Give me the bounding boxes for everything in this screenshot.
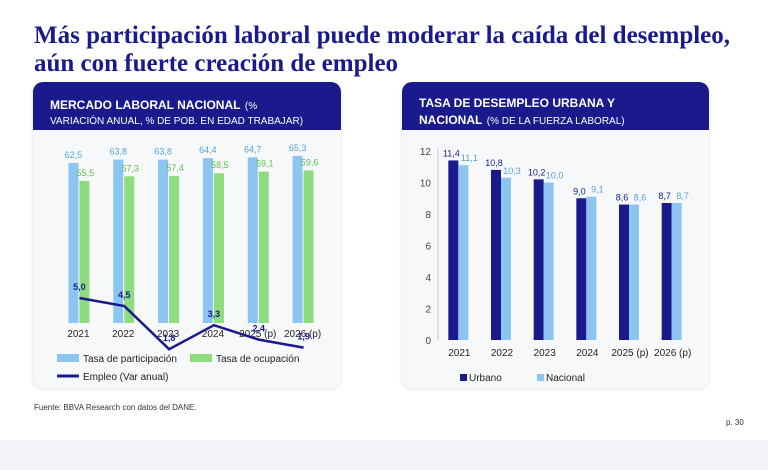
labor-market-card: MERCADO LABORAL NACIONAL (% VARIACIÓN AN… — [33, 82, 341, 388]
y-tick-label: 10 — [420, 179, 432, 190]
participation-label: 64,7 — [244, 144, 262, 154]
unemployment-heading-sub: (% DE LA FUERZA LABORAL) — [486, 116, 625, 127]
labor-market-chart: 62,5 55,5 2021 63,8 57,3 2022 63,8 57,4 2023 64,4… — [57, 143, 321, 383]
occupation-bar — [79, 180, 90, 323]
unemployment-card: TASA DE DESEMPLEO URBANA Y NACIONAL (% D… — [402, 82, 709, 388]
y-tick-label: 6 — [425, 242, 431, 253]
national-label: 10,3 — [503, 166, 521, 176]
category-label: 2022 — [491, 348, 514, 359]
labor-market-heading-sub: (% — [244, 101, 258, 112]
category-label: 2024 — [576, 348, 599, 359]
category-label: 2025 (p) — [239, 329, 276, 340]
employment-line — [79, 296, 304, 351]
national-bar — [586, 196, 597, 340]
category-label: 2026 (p) — [654, 348, 691, 359]
urban-label: 9,0 — [573, 186, 586, 196]
y-tick-label: 12 — [420, 147, 432, 158]
category-label: 2021 — [448, 348, 471, 359]
employment-label: 5,0 — [73, 282, 86, 292]
urban-label: 10,2 — [528, 167, 546, 177]
source-note: Fuente: BBVA Research con datos del DANE… — [34, 403, 197, 412]
urban-bar — [661, 202, 672, 340]
urban-bar — [491, 169, 501, 340]
category-label: 2025 (p) — [611, 348, 648, 359]
y-tick-label: 4 — [425, 273, 431, 284]
y-tick-label: 0 — [425, 336, 431, 347]
occupation-label: 57,4 — [166, 163, 184, 173]
occupation-bar — [303, 170, 314, 323]
urban-bar — [448, 160, 459, 340]
unemployment-heading-line1: TASA DE DESEMPLEO URBANA Y — [419, 96, 616, 110]
legend-occupation-swatch — [190, 354, 212, 362]
legend-participation-swatch — [57, 354, 79, 362]
national-bar — [458, 165, 469, 340]
slide: Más participación laboral puede moderar … — [0, 0, 768, 440]
urban-bar — [576, 198, 587, 340]
employment-label: 2,4 — [252, 324, 265, 334]
national-label: 10,0 — [546, 171, 564, 181]
national-bar — [543, 182, 554, 340]
occupation-bar — [258, 171, 269, 323]
urban-label: 10,8 — [485, 158, 503, 168]
legend-occupation-label: Tasa de ocupación — [216, 354, 299, 365]
category-label: 2023 — [157, 329, 180, 340]
urban-label: 8,7 — [658, 191, 671, 201]
occupation-bar — [124, 176, 135, 323]
page-number: p. 30 — [726, 418, 744, 427]
employment-label: 1,8 — [163, 333, 176, 343]
occupation-label: 59,1 — [256, 159, 274, 169]
occupation-label: 55,5 — [77, 168, 95, 178]
unemployment-chart: 0 2 4 6 8 10 12 11,4 11,1 2021 10,810,3 2022 10,2 10,… — [420, 147, 691, 384]
participation-label: 63,8 — [109, 147, 127, 157]
national-label: 11,1 — [461, 153, 478, 163]
occupation-bar — [169, 176, 180, 323]
participation-label: 62,5 — [65, 150, 83, 160]
legend-urban-swatch — [460, 374, 467, 381]
legend-participation-label: Tasa de participación — [83, 354, 177, 365]
participation-bar — [68, 162, 79, 323]
urban-label: 8,6 — [616, 193, 629, 203]
occupation-label: 58,5 — [211, 160, 229, 170]
category-label: 2026 (p) — [284, 329, 321, 340]
y-tick-label: 2 — [425, 305, 431, 316]
participation-label: 63,8 — [154, 147, 172, 157]
legend-national-swatch — [537, 374, 544, 381]
participation-label: 64,4 — [199, 145, 217, 155]
national-bar — [629, 204, 639, 340]
national-label: 8,6 — [634, 193, 647, 203]
labor-market-card-header: MERCADO LABORAL NACIONAL (% VARIACIÓN AN… — [33, 82, 341, 130]
participation-bar — [247, 157, 258, 323]
urban-bar — [533, 179, 544, 340]
occupation-label: 57,3 — [121, 163, 139, 173]
category-label: 2022 — [112, 329, 135, 340]
category-label: 2024 — [202, 329, 225, 340]
national-label: 9,1 — [591, 185, 604, 195]
labor-market-heading-line2: VARIACIÓN ANUAL, % DE POB. EN EDAD TRABA… — [50, 116, 304, 127]
legend-national-label: Nacional — [546, 373, 585, 384]
national-bar — [501, 177, 511, 340]
participation-bar — [202, 158, 213, 323]
category-label: 2021 — [67, 329, 90, 340]
employment-label: 1,9 — [297, 332, 310, 342]
occupation-bar — [213, 173, 224, 323]
unemployment-heading-bold: NACIONAL — [419, 113, 483, 127]
page-title: Más participación laboral puede moderar … — [34, 22, 731, 77]
employment-label: 4,5 — [118, 290, 131, 300]
urban-label: 11,4 — [443, 148, 460, 158]
participation-bar — [292, 155, 303, 323]
national-label: 8,7 — [676, 191, 689, 201]
urban-bar — [619, 204, 629, 340]
legend-employment-label: Empleo (Var anual) — [83, 372, 168, 383]
participation-bar — [158, 159, 169, 323]
category-label: 2023 — [534, 348, 557, 359]
y-tick-label: 8 — [425, 210, 431, 221]
labor-market-heading: MERCADO LABORAL NACIONAL — [50, 98, 241, 112]
occupation-label: 59,6 — [301, 157, 319, 167]
unemployment-card-header: TASA DE DESEMPLEO URBANA Y NACIONAL (% D… — [402, 82, 709, 130]
employment-label: 3,3 — [208, 309, 221, 319]
participation-label: 65,3 — [289, 143, 307, 153]
national-bar — [671, 202, 682, 340]
participation-bar — [113, 159, 124, 323]
legend-urban-label: Urbano — [469, 373, 502, 384]
